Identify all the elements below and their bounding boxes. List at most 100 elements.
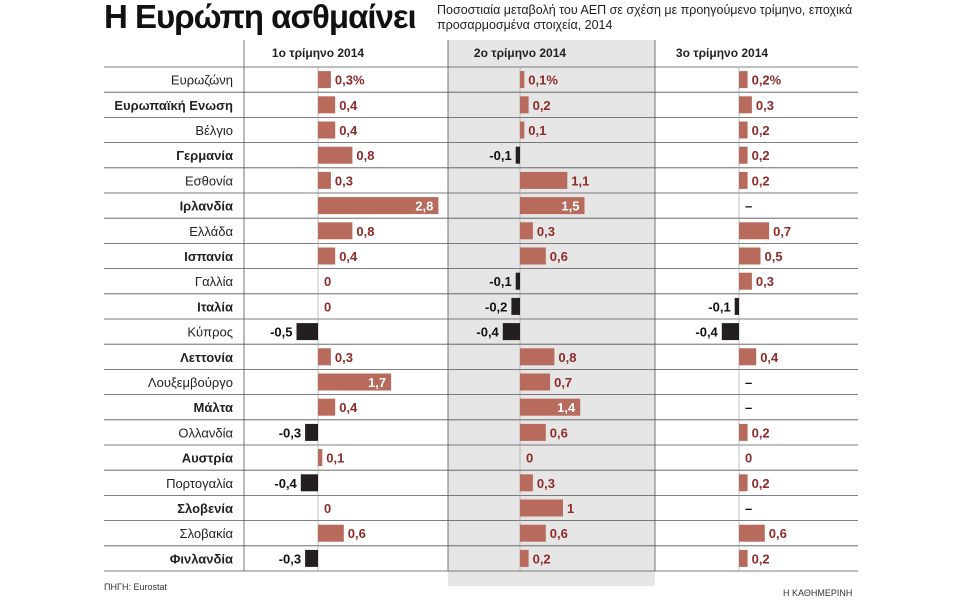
category-label: Γερμανία xyxy=(176,148,233,163)
bar-value-label: 0,1 xyxy=(528,123,546,138)
bar-positive xyxy=(739,524,765,542)
bar-positive xyxy=(520,247,546,265)
bar-positive xyxy=(520,222,533,240)
bar-positive xyxy=(739,272,752,290)
bar-value-label: 0,2 xyxy=(752,173,770,188)
bar-value-label: 0,2 xyxy=(752,123,770,138)
bar-value-label: 0 xyxy=(745,451,752,466)
series-header: 2ο τρίμηνο 2014 xyxy=(474,46,566,60)
bar-value-label: 0,5 xyxy=(765,249,783,264)
bar-negative xyxy=(515,272,520,290)
category-label: Ολλανδία xyxy=(178,425,233,440)
bar-positive xyxy=(520,121,525,139)
bar-positive xyxy=(318,171,331,189)
bar-value-label: 0,3 xyxy=(537,476,555,491)
category-label: Λουξεμβούργο xyxy=(148,375,233,390)
bar-value-label: 1,1 xyxy=(571,173,589,188)
no-data-label: – xyxy=(745,375,752,390)
bar-negative xyxy=(515,146,520,164)
bar-positive xyxy=(318,449,323,467)
bar-positive xyxy=(520,373,551,391)
bar-positive xyxy=(739,247,761,265)
bar-value-label: 0,2% xyxy=(752,73,782,88)
category-label: Κύπρος xyxy=(187,325,233,340)
bar-value-label: 0,7 xyxy=(773,224,791,239)
bar-value-label: 0,6 xyxy=(550,526,568,541)
bar-value-label: -0,4 xyxy=(274,476,297,491)
bar-positive xyxy=(739,474,748,492)
bar-value-label: 0,6 xyxy=(550,425,568,440)
bar-value-label: 0,3 xyxy=(756,274,774,289)
bar-value-label: 0,3 xyxy=(335,350,353,365)
source-note: ΠΗΓΗ: Eurostat xyxy=(104,582,167,592)
bar-negative xyxy=(734,297,739,315)
bar-value-label: 0,1 xyxy=(326,451,344,466)
bar-value-label: -0,1 xyxy=(489,148,511,163)
bar-value-label: 0,6 xyxy=(550,249,568,264)
bar-value-label: 0,2 xyxy=(752,425,770,440)
bar-value-label: 2,8 xyxy=(415,199,433,214)
bar-value-label: -0,2 xyxy=(485,299,507,314)
bar-value-label: 0,3 xyxy=(756,98,774,113)
category-label: Ιταλία xyxy=(197,299,233,314)
bar-value-label: 0 xyxy=(526,451,533,466)
category-label: Ευρωπαϊκή Ενωση xyxy=(114,98,233,113)
bar-value-label: -0,1 xyxy=(708,299,730,314)
bar-positive xyxy=(520,524,546,542)
bar-positive xyxy=(520,499,563,517)
bar-positive xyxy=(318,222,353,240)
bar-negative xyxy=(502,323,520,341)
bar-positive xyxy=(739,348,757,366)
bar-positive xyxy=(520,348,555,366)
category-label: Βέλγιο xyxy=(195,123,233,138)
bar-positive xyxy=(318,524,344,542)
bar-positive xyxy=(318,398,336,416)
bar-positive xyxy=(739,146,748,164)
bar-positive xyxy=(318,247,336,265)
bar-value-label: 0,8 xyxy=(356,148,374,163)
bar-value-label: 0,4 xyxy=(339,123,358,138)
bar-negative xyxy=(721,323,739,341)
bar-positive xyxy=(318,96,336,114)
bar-positive xyxy=(520,423,546,441)
bar-value-label: -0,5 xyxy=(270,325,292,340)
bar-value-label: 0,2 xyxy=(752,476,770,491)
category-label: Αυστρία xyxy=(182,451,233,466)
bar-value-label: -0,1 xyxy=(489,274,511,289)
category-label: Ευρωζώνη xyxy=(171,73,233,88)
bar-value-label: 0,2 xyxy=(533,98,551,113)
bar-value-label: 1,5 xyxy=(561,199,579,214)
bar-value-label: 0 xyxy=(324,274,331,289)
category-label: Πορτογαλία xyxy=(166,476,233,491)
bar-value-label: 0,4 xyxy=(339,249,358,264)
category-label: Μάλτα xyxy=(194,400,233,415)
bar-value-label: 0,6 xyxy=(348,526,366,541)
bar-positive xyxy=(739,71,748,89)
bar-value-label: 0,3% xyxy=(335,73,365,88)
category-label: Ιρλανδία xyxy=(180,199,233,214)
bar-positive xyxy=(520,474,533,492)
bar-positive xyxy=(739,222,770,240)
category-label: Εσθονία xyxy=(185,173,234,188)
bar-value-label: 0,8 xyxy=(356,224,374,239)
category-label: Γαλλία xyxy=(195,274,234,289)
bar-negative xyxy=(305,423,318,441)
bar-negative xyxy=(300,474,318,492)
bar-negative xyxy=(511,297,520,315)
bar-positive xyxy=(739,96,752,114)
bar-positive xyxy=(318,146,353,164)
bar-positive xyxy=(318,197,439,215)
bar-value-label: 0,4 xyxy=(339,400,358,415)
bar-positive xyxy=(318,373,392,391)
bar-value-label: 0,1% xyxy=(528,73,558,88)
bar-value-label: -0,3 xyxy=(279,425,301,440)
category-label: Σλοβακία xyxy=(180,526,234,541)
chart-subtitle: Ποσοστιαία μεταβολή του ΑΕΠ σε σχέση με … xyxy=(437,3,853,32)
bar-positive xyxy=(520,398,581,416)
bar-value-label: 1 xyxy=(567,501,574,516)
bar-positive xyxy=(739,423,748,441)
bar-positive xyxy=(520,96,529,114)
bar-value-label: 0,2 xyxy=(752,551,770,566)
bar-value-label: 0,3 xyxy=(335,173,353,188)
